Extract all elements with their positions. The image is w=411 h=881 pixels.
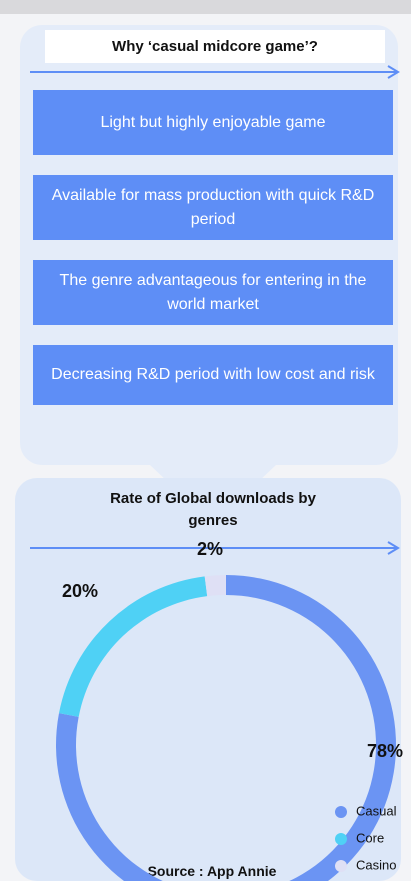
arrow — [30, 65, 400, 555]
legend-label: Casual — [356, 803, 397, 818]
reason-item: The genre advantageous for entering in t… — [33, 260, 393, 325]
source: Source : App Annie — [148, 863, 277, 879]
connector — [150, 465, 276, 482]
data-label: 2% — [197, 539, 223, 559]
data-label: 20% — [62, 581, 98, 601]
reason-item: Available for mass production with quick… — [33, 175, 393, 240]
donut-segment — [59, 576, 208, 717]
chart-title: Rate of Global downloads by genres — [110, 490, 316, 529]
reason-item: Light but highly enjoyable game — [33, 90, 393, 155]
legend-label: Core — [356, 830, 384, 845]
legend-swatch — [335, 806, 347, 818]
section-title: Why ‘casual midcore game’? — [45, 30, 385, 63]
legend-label: Casino — [356, 857, 396, 872]
legend-swatch — [335, 833, 347, 845]
top-bar — [0, 0, 411, 14]
donut-segment — [204, 575, 226, 597]
chart-title-box: Rate of Global downloads by genres — [110, 490, 316, 529]
reason-item: Decreasing R&D period with low cost and … — [33, 345, 393, 405]
chart-card — [15, 478, 401, 881]
legend-swatch — [335, 860, 347, 872]
data-label: 78% — [367, 741, 403, 761]
